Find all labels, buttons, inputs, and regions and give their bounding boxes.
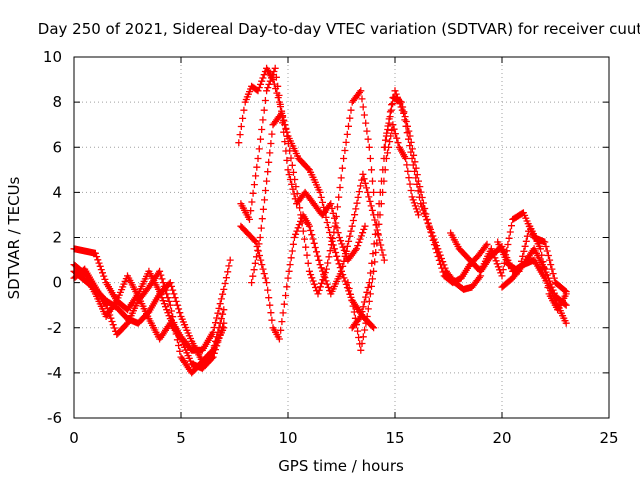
y-tick-label: 2	[52, 229, 62, 247]
data-series-arc-8	[237, 170, 388, 343]
data-series-arc-2	[70, 261, 228, 372]
data-series-arc-15	[498, 245, 570, 309]
data-series-arc-5	[235, 64, 378, 298]
data-series-arc-11	[380, 94, 491, 287]
y-axis-label: SDTVAR / TECUs	[5, 176, 23, 299]
y-tick-label: 4	[52, 183, 62, 201]
point-markers	[498, 245, 570, 309]
x-tick-label: 5	[176, 429, 186, 447]
y-tick-label: 6	[52, 138, 62, 156]
plot-frame	[73, 56, 610, 419]
x-tick-label: 25	[599, 429, 618, 447]
x-tick-label: 20	[492, 429, 511, 447]
point-markers	[237, 64, 369, 264]
y-tick-label: -6	[47, 409, 62, 427]
x-axis-label: GPS time / hours	[278, 457, 404, 475]
data-series-arc-6	[237, 64, 369, 264]
x-tick-label: 10	[278, 429, 297, 447]
y-tick-label: -2	[47, 319, 62, 337]
x-tick-label: 15	[385, 429, 404, 447]
x-tick-label: 0	[69, 429, 79, 447]
point-markers	[70, 261, 228, 372]
point-markers	[237, 170, 388, 343]
y-tick-label: 10	[43, 48, 62, 66]
axis-ticks: 0 5 10 15 20 25 -6 -4 -2 0 2 4 6 8 10	[43, 48, 619, 447]
point-markers	[235, 64, 378, 298]
chart-title: Day 250 of 2021, Sidereal Day-to-day VTE…	[38, 20, 640, 38]
data-points	[70, 64, 570, 377]
y-tick-label: 0	[52, 274, 62, 292]
point-markers	[380, 94, 491, 287]
y-tick-label: 8	[52, 93, 62, 111]
y-tick-label: -4	[47, 364, 62, 382]
